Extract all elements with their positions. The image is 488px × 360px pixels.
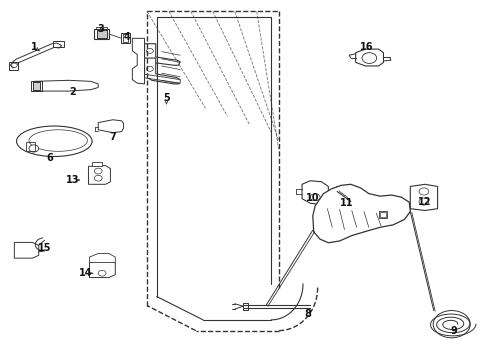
Text: 6: 6 [46,153,53,163]
Polygon shape [10,43,61,68]
Text: 2: 2 [69,87,76,97]
Circle shape [11,63,17,67]
Bar [243,303,247,310]
Polygon shape [144,74,180,83]
Polygon shape [88,166,110,184]
Text: 3: 3 [97,24,104,35]
Ellipse shape [17,126,92,157]
Bar [33,82,40,90]
Text: 1: 1 [30,42,37,52]
Bar [31,81,41,91]
Bar [9,62,18,69]
Polygon shape [144,44,180,65]
Text: 16: 16 [359,42,372,52]
Circle shape [361,53,376,63]
Bar [97,31,106,38]
Bar [122,35,128,41]
Bar [121,33,130,43]
Polygon shape [334,186,341,191]
Text: 10: 10 [305,193,319,203]
Polygon shape [89,260,115,278]
Bar [96,27,100,29]
Polygon shape [409,184,437,211]
Text: 5: 5 [163,93,169,103]
Polygon shape [89,253,115,262]
Polygon shape [132,39,144,84]
Text: 14: 14 [79,268,93,278]
Polygon shape [34,80,98,91]
Circle shape [418,188,428,195]
Circle shape [94,168,102,174]
Polygon shape [144,58,180,84]
Bar [26,141,35,150]
Circle shape [98,270,106,276]
Polygon shape [92,162,102,166]
Polygon shape [14,242,39,258]
Text: 4: 4 [124,32,131,41]
Text: 9: 9 [450,325,457,336]
Text: 11: 11 [340,198,353,208]
Circle shape [418,198,428,205]
Polygon shape [312,184,409,243]
Bar [94,29,109,40]
Polygon shape [98,120,123,133]
Bar [103,27,107,29]
Bar [53,41,64,47]
Polygon shape [302,181,328,204]
Circle shape [146,66,153,71]
Text: 8: 8 [304,310,311,319]
Circle shape [29,145,39,152]
Circle shape [94,175,102,181]
Bar [378,211,386,218]
Circle shape [310,194,320,201]
Text: 7: 7 [109,132,116,142]
Polygon shape [355,49,383,66]
Text: 12: 12 [417,197,431,207]
Bar [379,212,385,217]
Text: 13: 13 [66,175,80,185]
Circle shape [146,48,153,53]
Text: 15: 15 [38,243,51,253]
